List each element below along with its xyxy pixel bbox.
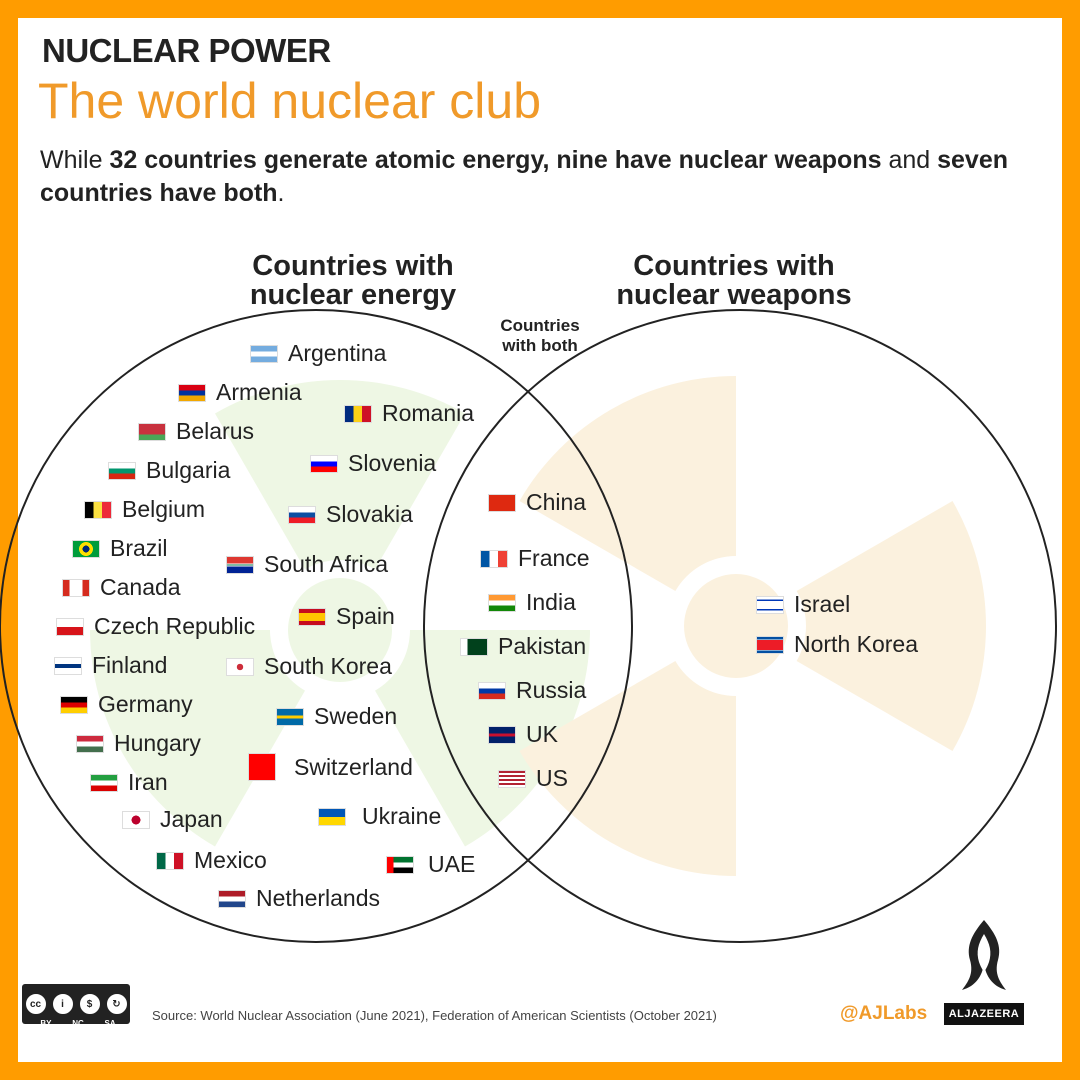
mexico-flag-icon bbox=[156, 851, 184, 870]
brazil-flag-icon bbox=[72, 539, 100, 558]
india-flag-icon bbox=[488, 593, 516, 612]
country-brazil: Brazil bbox=[72, 535, 168, 562]
country-uae: UAE bbox=[386, 851, 475, 878]
weapons-set-heading: Countries with nuclear weapons bbox=[616, 250, 852, 311]
country-czech-republic: Czech Republic bbox=[56, 613, 255, 640]
energy-trefoil-hub bbox=[288, 578, 392, 682]
us-flag-icon bbox=[498, 769, 526, 788]
by-icon: i bbox=[50, 992, 75, 1016]
kicker: NUCLEAR POWER bbox=[42, 32, 331, 69]
both-set-heading: Countries with both bbox=[500, 316, 580, 355]
hungary-flag-icon bbox=[76, 734, 104, 753]
country-india: India bbox=[488, 589, 576, 616]
slovakia-flag-icon bbox=[288, 505, 316, 524]
country-china: China bbox=[488, 489, 586, 516]
country-slovenia: Slovenia bbox=[310, 450, 436, 477]
country-slovakia: Slovakia bbox=[288, 501, 413, 528]
aljazeera-logo-icon bbox=[962, 920, 1006, 990]
russia-flag-icon bbox=[478, 681, 506, 700]
switzerland-flag-icon bbox=[248, 753, 276, 781]
japan-flag-icon bbox=[122, 810, 150, 829]
czech-republic-flag-icon bbox=[56, 617, 84, 636]
bulgaria-flag-icon bbox=[108, 461, 136, 480]
country-mexico: Mexico bbox=[156, 847, 267, 874]
south-africa-flag-icon bbox=[226, 555, 254, 574]
country-iran: Iran bbox=[90, 769, 168, 796]
pakistan-flag-icon bbox=[460, 637, 488, 656]
energy-trefoil-blade bbox=[215, 379, 465, 570]
sa-icon: ↻ bbox=[104, 992, 129, 1016]
page-title: The world nuclear club bbox=[38, 73, 542, 129]
country-netherlands: Netherlands bbox=[218, 885, 380, 912]
weapons-trefoil-hub bbox=[684, 574, 788, 678]
armenia-flag-icon bbox=[178, 383, 206, 402]
country-canada: Canada bbox=[62, 574, 181, 601]
uae-flag-icon bbox=[386, 855, 414, 874]
belarus-flag-icon bbox=[138, 422, 166, 441]
country-israel: Israel bbox=[756, 591, 850, 618]
country-ukraine: Ukraine bbox=[318, 803, 441, 830]
energy-trefoil-blade bbox=[90, 630, 305, 847]
country-hungary: Hungary bbox=[76, 730, 201, 757]
china-flag-icon bbox=[488, 493, 516, 512]
weapons-trefoil-blade bbox=[519, 661, 736, 876]
weapons-trefoil bbox=[519, 376, 986, 876]
belgium-flag-icon bbox=[84, 500, 112, 519]
creative-commons-license-badge: cc i $ ↻ bbox=[22, 984, 130, 1024]
cc-icon: cc bbox=[23, 992, 48, 1016]
iran-flag-icon bbox=[90, 773, 118, 792]
country-south-korea: South Korea bbox=[226, 653, 392, 680]
energy-set-heading: Countries with nuclear energy bbox=[249, 250, 457, 311]
country-us: US bbox=[498, 765, 568, 792]
spain-flag-icon bbox=[298, 607, 326, 626]
france-flag-icon bbox=[480, 549, 508, 568]
country-germany: Germany bbox=[60, 691, 193, 718]
country-russia: Russia bbox=[478, 677, 586, 704]
romania-flag-icon bbox=[344, 404, 372, 423]
country-north-korea: North Korea bbox=[756, 631, 918, 658]
slovenia-flag-icon bbox=[310, 454, 338, 473]
country-finland: Finland bbox=[54, 652, 167, 679]
germany-flag-icon bbox=[60, 695, 88, 714]
uk-flag-icon bbox=[488, 725, 516, 744]
country-switzerland: Switzerland bbox=[248, 753, 413, 781]
country-bulgaria: Bulgaria bbox=[108, 457, 230, 484]
argentina-flag-icon bbox=[250, 344, 278, 363]
north-korea-flag-icon bbox=[756, 635, 784, 654]
country-belarus: Belarus bbox=[138, 418, 254, 445]
brand-wordmark: ALJAZEERA bbox=[944, 1003, 1024, 1025]
israel-flag-icon bbox=[756, 595, 784, 614]
finland-flag-icon bbox=[54, 656, 82, 675]
license-labels: BY NC SA bbox=[40, 1019, 116, 1028]
nc-icon: $ bbox=[77, 992, 102, 1016]
country-argentina: Argentina bbox=[250, 340, 386, 367]
south-korea-flag-icon bbox=[226, 657, 254, 676]
weapons-trefoil-blade bbox=[519, 376, 736, 591]
country-romania: Romania bbox=[344, 400, 474, 427]
netherlands-flag-icon bbox=[218, 889, 246, 908]
country-uk: UK bbox=[488, 721, 558, 748]
canada-flag-icon bbox=[62, 578, 90, 597]
country-south-africa: South Africa bbox=[226, 551, 388, 578]
country-france: France bbox=[480, 545, 590, 572]
country-pakistan: Pakistan bbox=[460, 633, 586, 660]
country-japan: Japan bbox=[122, 806, 223, 833]
energy-circle bbox=[0, 309, 633, 943]
social-handle: @AJLabs bbox=[840, 1003, 928, 1024]
country-belgium: Belgium bbox=[84, 496, 205, 523]
source-note: Source: World Nuclear Association (June … bbox=[152, 1008, 717, 1023]
subtitle: While 32 countries generate atomic energ… bbox=[40, 146, 1009, 207]
country-armenia: Armenia bbox=[178, 379, 302, 406]
weapons-circle bbox=[423, 309, 1057, 943]
country-sweden: Sweden bbox=[276, 703, 397, 730]
country-spain: Spain bbox=[298, 603, 395, 630]
ukraine-flag-icon bbox=[318, 807, 346, 826]
weapons-trefoil-blade bbox=[796, 501, 986, 751]
sweden-flag-icon bbox=[276, 707, 304, 726]
